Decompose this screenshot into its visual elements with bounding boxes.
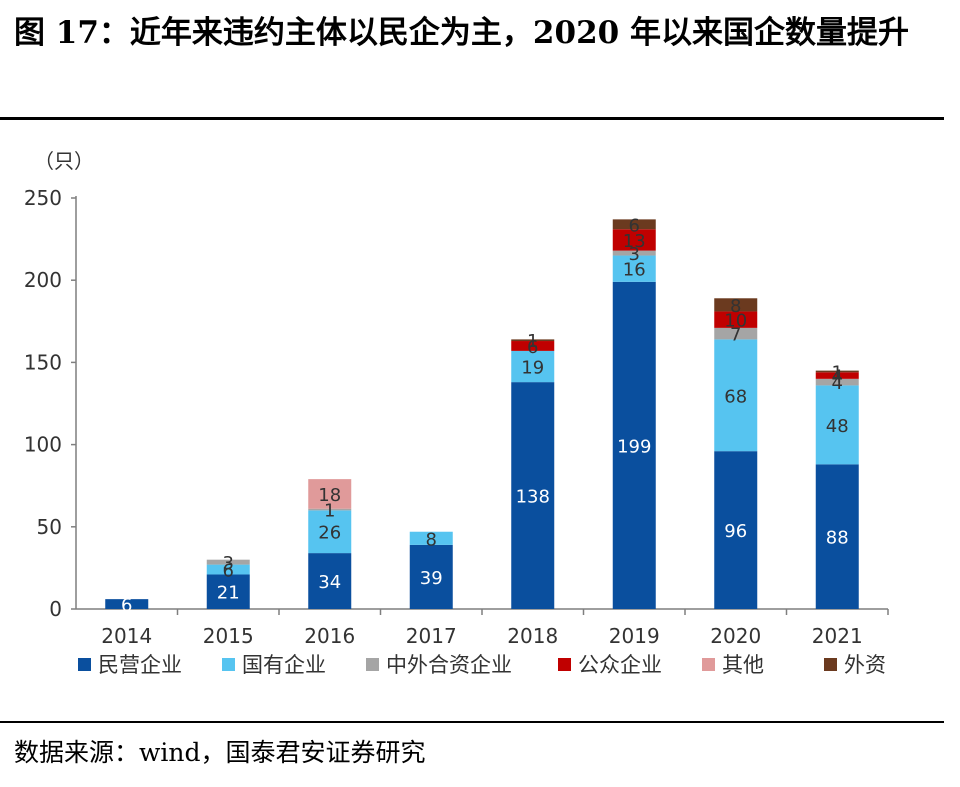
- bar-segment: [308, 508, 352, 511]
- source-note: 数据来源：wind，国泰君安证券研究: [14, 738, 426, 767]
- data-label: 13: [623, 231, 646, 252]
- bar-segment: [815, 385, 859, 465]
- data-label: 6: [223, 561, 234, 582]
- bar-segment: [714, 311, 758, 328]
- bar-segment: [511, 341, 555, 351]
- legend-swatch: [558, 658, 571, 671]
- bar-segment: [409, 531, 453, 545]
- bar-segment: [612, 250, 656, 256]
- x-tick-label: 2015: [203, 624, 254, 648]
- data-label: 7: [730, 325, 741, 346]
- data-label: 199: [617, 436, 651, 457]
- legend-swatch: [222, 658, 235, 671]
- data-label: 3: [629, 244, 640, 265]
- x-tick-label: 2017: [406, 624, 457, 648]
- bar-segment: [206, 574, 250, 609]
- bar-segment: [308, 510, 352, 554]
- legend-label: 民营企业: [98, 653, 182, 677]
- stacked-bar-chart: 0 50 100 150 200 250 （只） 2014 2015 2016 2017 2018 20…: [24, 149, 889, 677]
- bar-segment: [612, 229, 656, 251]
- data-label: 4: [832, 367, 843, 388]
- data-label: 6: [527, 337, 538, 358]
- bar-segment: [714, 451, 758, 609]
- bar-segment: [105, 599, 149, 609]
- bar-segment: [511, 382, 555, 609]
- bar-segment: [511, 339, 555, 342]
- bar-segment: [206, 559, 250, 565]
- data-label: 21: [217, 583, 240, 604]
- data-label: 1: [527, 331, 538, 352]
- legend-swatch: [824, 658, 837, 671]
- bar-segment: [714, 327, 758, 340]
- data-label: 3: [223, 553, 234, 574]
- data-label: 34: [318, 572, 341, 593]
- legend-label: 公众企业: [578, 653, 662, 677]
- data-label: 26: [318, 523, 341, 544]
- data-label: 88: [826, 528, 849, 549]
- bar-segment: [714, 339, 758, 452]
- y-tick-label: 100: [24, 433, 62, 457]
- x-tick-label: 2020: [710, 624, 761, 648]
- legend-swatch: [366, 658, 379, 671]
- y-tick-label: 250: [24, 186, 62, 210]
- bar-segment: [815, 372, 859, 379]
- data-label: 48: [826, 416, 849, 437]
- y-tick-label: 0: [49, 597, 62, 621]
- data-label: 10: [724, 311, 747, 332]
- data-label: 138: [516, 487, 550, 508]
- bar-segment: [612, 281, 656, 609]
- legend-swatch: [702, 658, 715, 671]
- legend: 民营企业 国有企业 中外合资企业 公众企业 其他 外资: [78, 653, 886, 677]
- data-label: 4: [832, 373, 843, 394]
- y-axis-unit-label: （只）: [34, 149, 94, 173]
- data-label: 39: [420, 568, 443, 589]
- axis-layer: 0 50 100 150 200 250 （只） 2014 2015 2016 2017 2018 20…: [24, 149, 889, 648]
- bar-segment: [206, 564, 250, 575]
- bar-segment: [308, 479, 352, 509]
- bar-segment: [714, 298, 758, 312]
- x-tick-label: 2014: [101, 624, 152, 648]
- page-title: 图 17：近年来违约主体以民企为主，2020 年以来国企数量提升: [14, 15, 910, 51]
- x-tick-label: 2018: [507, 624, 558, 648]
- x-tick-label: 2021: [812, 624, 863, 648]
- bar-segment: [815, 370, 859, 373]
- x-tick-label: 2016: [304, 624, 355, 648]
- data-label: 8: [426, 529, 437, 550]
- bar-segment: [815, 378, 859, 386]
- legend-label: 中外合资企业: [386, 653, 512, 677]
- data-label: 8: [730, 296, 741, 317]
- data-label: 19: [521, 358, 544, 379]
- data-label-layer: 6216334261183981381961199163136966871088…: [121, 215, 849, 616]
- bar-segment: [815, 464, 859, 609]
- bar-segment: [612, 255, 656, 282]
- y-tick-label: 50: [37, 515, 62, 539]
- legend-label: 外资: [844, 653, 886, 677]
- bar-layer: [105, 219, 859, 609]
- legend-swatch: [78, 658, 91, 671]
- footer-rule: [0, 721, 944, 723]
- bar-segment: [308, 553, 352, 609]
- legend-label: 其他: [722, 653, 764, 677]
- legend-label: 国有企业: [242, 653, 326, 677]
- data-label: 18: [318, 485, 341, 506]
- y-tick-label: 150: [24, 350, 62, 374]
- bar-segment: [612, 219, 656, 230]
- data-label: 16: [623, 260, 646, 281]
- bar-segment: [511, 350, 555, 383]
- data-label: 96: [724, 521, 747, 542]
- y-tick-label: 200: [24, 268, 62, 292]
- bar-segment: [409, 544, 453, 609]
- data-label: 1: [832, 362, 843, 383]
- x-tick-label: 2019: [609, 624, 660, 648]
- title-rule: [0, 117, 944, 120]
- data-label: 68: [724, 386, 747, 407]
- data-label: 6: [121, 595, 132, 616]
- data-label: 1: [324, 501, 335, 522]
- data-label: 6: [629, 215, 640, 236]
